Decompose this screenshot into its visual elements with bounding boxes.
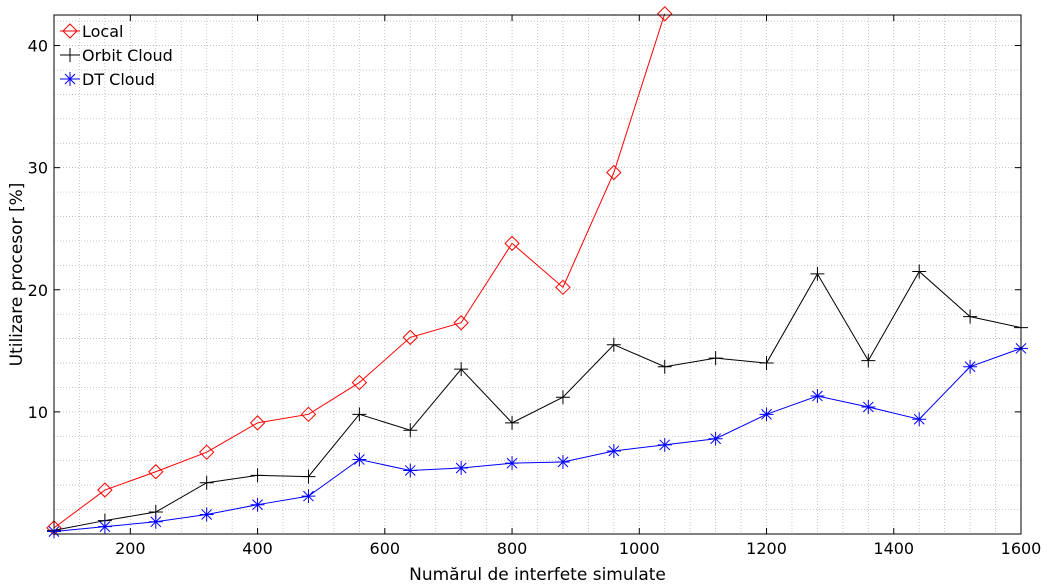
series-group: [46, 6, 1028, 539]
x-tick-label: 1200: [746, 539, 787, 558]
x-tick-label: 800: [497, 539, 528, 558]
x-tick-label: 400: [242, 539, 273, 558]
x-tick-label: 200: [115, 539, 146, 558]
data-point-plus: [454, 362, 469, 377]
data-point-asterisk: [759, 407, 774, 422]
legend-item-local: Local: [60, 22, 123, 41]
legend-item-orbit-cloud: Orbit Cloud: [60, 46, 173, 65]
data-point-plus: [759, 356, 774, 371]
data-point-asterisk: [250, 497, 265, 512]
data-point-asterisk: [352, 452, 367, 467]
data-point-asterisk: [963, 359, 978, 374]
data-point-asterisk: [555, 454, 570, 469]
data-point-asterisk: [912, 412, 927, 427]
y-tick-label: 30: [28, 159, 48, 178]
data-point-plus: [63, 48, 77, 62]
data-point-asterisk: [199, 507, 214, 522]
plot-frame: [53, 14, 1022, 535]
series-line: [53, 270, 1022, 531]
legend-label: Local: [82, 22, 123, 41]
data-point-plus: [403, 423, 418, 438]
series-local: [46, 6, 673, 536]
tick-labels: 200 400 600 800 1000 1200 1400 1600 10 20 30 40: [28, 37, 1042, 558]
legend: Local Orbit Cloud DT Cloud: [60, 22, 173, 89]
data-point-asterisk: [148, 514, 163, 529]
data-point-diamond: [351, 374, 368, 391]
data-point-diamond: [402, 329, 418, 346]
data-point-plus: [352, 407, 367, 422]
data-point-plus: [250, 468, 265, 483]
x-tick-label: 1000: [619, 539, 660, 558]
y-tick-label: 10: [28, 403, 48, 422]
data-point-plus: [555, 390, 570, 405]
y-tick-label: 20: [28, 281, 48, 300]
data-point-plus: [657, 359, 672, 374]
series-line: [53, 347, 1022, 533]
data-point-diamond: [62, 23, 78, 39]
data-point-diamond: [453, 315, 469, 331]
data-point-diamond: [555, 279, 571, 296]
x-tick-label: 1600: [1001, 539, 1042, 558]
y-tick-label: 40: [28, 37, 48, 56]
data-point-diamond: [300, 406, 317, 423]
data-point-diamond: [198, 444, 215, 460]
data-point-diamond: [504, 235, 520, 252]
data-point-plus: [708, 351, 723, 366]
data-point-asterisk: [301, 489, 316, 504]
data-point-asterisk: [454, 461, 469, 476]
data-point-asterisk: [606, 443, 621, 458]
data-point-plus: [301, 469, 316, 484]
data-point-asterisk: [63, 72, 77, 86]
data-point-plus: [810, 266, 825, 281]
data-point-diamond: [657, 6, 673, 22]
data-point-plus: [505, 415, 520, 430]
data-point-asterisk: [403, 463, 418, 478]
data-point-plus: [963, 309, 978, 324]
data-point-plus: [861, 353, 876, 368]
y-axis-label: Utilizare procesor [%]: [7, 183, 27, 367]
data-point-asterisk: [505, 456, 520, 471]
data-point-diamond: [148, 464, 164, 480]
data-point-diamond: [97, 482, 113, 498]
data-point-plus: [606, 337, 621, 352]
x-tick-label: 600: [370, 539, 401, 558]
data-point-diamond: [606, 164, 622, 181]
data-point-asterisk: [97, 519, 112, 534]
data-point-plus: [912, 264, 927, 279]
data-point-diamond: [249, 415, 266, 431]
data-point-asterisk: [657, 437, 672, 452]
data-point-plus: [199, 475, 214, 490]
axis-ticks: [54, 15, 1022, 534]
data-point-asterisk: [708, 431, 723, 446]
legend-label: Orbit Cloud: [82, 46, 173, 65]
x-tick-label: 1400: [873, 539, 914, 558]
legend-label: DT Cloud: [82, 70, 155, 89]
series-dt-cloud: [47, 341, 1028, 539]
data-point-asterisk: [810, 389, 825, 404]
series-line: [53, 13, 666, 529]
data-point-asterisk: [861, 399, 876, 414]
x-axis-label: Numărul de interfete simulate: [409, 565, 666, 585]
legend-item-dt-cloud: DT Cloud: [60, 70, 155, 89]
